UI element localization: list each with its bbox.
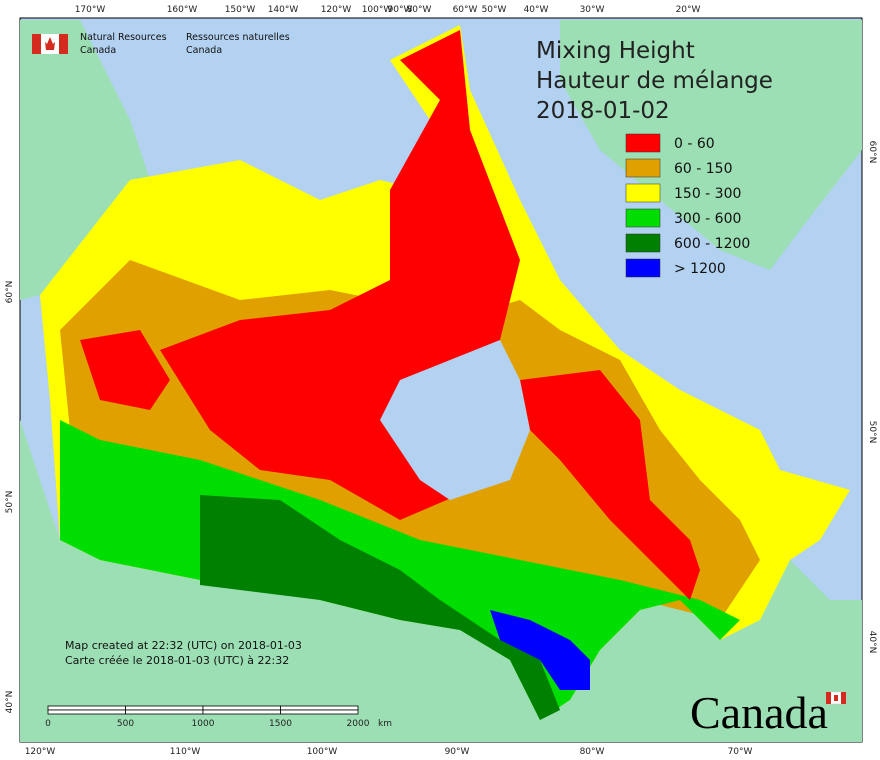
title: Mixing Height (536, 38, 695, 64)
longitude-label: 30°W (580, 5, 605, 15)
latitude-label: 40°N (867, 631, 877, 654)
longitude-label: 60°W (453, 5, 478, 15)
alaska (20, 20, 150, 300)
legend-swatch (625, 158, 661, 178)
legend-label: 0 - 60 (674, 136, 715, 152)
longitude-label: 120°W (25, 747, 56, 757)
agency-fr: Ressources naturelles (186, 32, 290, 43)
scale-segment (202, 709, 281, 715)
scale-segment (280, 705, 359, 711)
agency-en: Canada (80, 45, 116, 56)
legend-swatch (625, 208, 661, 228)
wordmark-flag-band (826, 692, 831, 704)
longitude-label: 80°W (580, 747, 605, 757)
latitude-label: 60°N (5, 281, 15, 304)
legend-swatch (625, 233, 661, 253)
scale-label: 1500 (269, 719, 292, 729)
longitude-label: 70°W (728, 747, 753, 757)
greenland (560, 20, 862, 270)
wordmark-flag-leaf (834, 695, 838, 701)
longitude-label: 90°W (445, 747, 470, 757)
latitude-label: 60°N (867, 141, 877, 164)
longitude-label: 140°W (268, 5, 299, 15)
longitude-label: 100°W (362, 5, 393, 15)
scale-unit: km (378, 719, 392, 729)
legend-label: 300 - 600 (674, 211, 741, 227)
wordmark-flag-band (841, 692, 846, 704)
longitude-label: 120°W (321, 5, 352, 15)
longitude-label: 80°W (407, 5, 432, 15)
canada-zone-0-60-east (520, 370, 700, 600)
canada-zone-600-1200 (200, 495, 560, 720)
longitude-label: 150°W (225, 5, 256, 15)
scale-segment (47, 705, 126, 711)
scale-label: 500 (117, 719, 134, 729)
legend-swatch (625, 133, 661, 153)
longitude-label: 50°W (482, 5, 507, 15)
legend-label: > 1200 (674, 261, 726, 277)
flag-leaf (45, 37, 55, 50)
latitude-label: 50°N (5, 491, 15, 514)
usa (20, 420, 862, 742)
scale-segment (47, 709, 126, 715)
scale-segment (125, 705, 204, 711)
legend-swatch (625, 183, 661, 203)
canada-zone-1200 (490, 610, 590, 690)
longitude-label: 100°W (307, 747, 338, 757)
scale-label: 2000 (347, 719, 370, 729)
longitude-label: 160°W (167, 5, 198, 15)
longitude-label: 90°W (388, 5, 413, 15)
latitude-label: 40°N (5, 691, 15, 714)
legend-label: 600 - 1200 (674, 236, 750, 252)
longitude-label: 40°W (524, 5, 549, 15)
legend-label: 150 - 300 (674, 186, 741, 202)
scale-segment (202, 705, 281, 711)
canada-zone-0-60-west (80, 330, 170, 410)
agency-en: Natural Resources (80, 32, 167, 43)
scale-segment (280, 709, 359, 715)
wordmark: Canada (690, 687, 828, 738)
title: 2018-01-02 (536, 98, 670, 124)
longitude-label: 170°W (75, 5, 106, 15)
hudson-bay (380, 340, 530, 500)
agency-fr: Canada (186, 45, 222, 56)
scale-label: 1000 (192, 719, 215, 729)
created-fr: Carte créée le 2018-01-03 (UTC) à 22:32 (65, 654, 289, 667)
legend-swatch (625, 258, 661, 278)
scale-bar: 0 500 1000 1500 2000 km (45, 705, 392, 729)
legend-label: 60 - 150 (674, 161, 733, 177)
title: Hauteur de mélange (536, 68, 773, 94)
flag-band (32, 34, 41, 54)
longitude-label: 20°W (676, 5, 701, 15)
legend: 0 - 60 60 - 150 150 - 300 300 - 600 600 - 12… (625, 133, 750, 278)
created-en: Map created at 22:32 (UTC) on 2018-01-03 (65, 639, 302, 652)
graticule-labels: 170°W 160°W 150°W 140°W 120°W 100°W90°W80°W 60… (5, 5, 877, 757)
scale-label: 0 (45, 719, 51, 729)
scale-segment (125, 709, 204, 715)
flag-band (59, 34, 68, 54)
latitude-label: 50°N (867, 421, 877, 444)
longitude-label: 110°W (170, 747, 201, 757)
